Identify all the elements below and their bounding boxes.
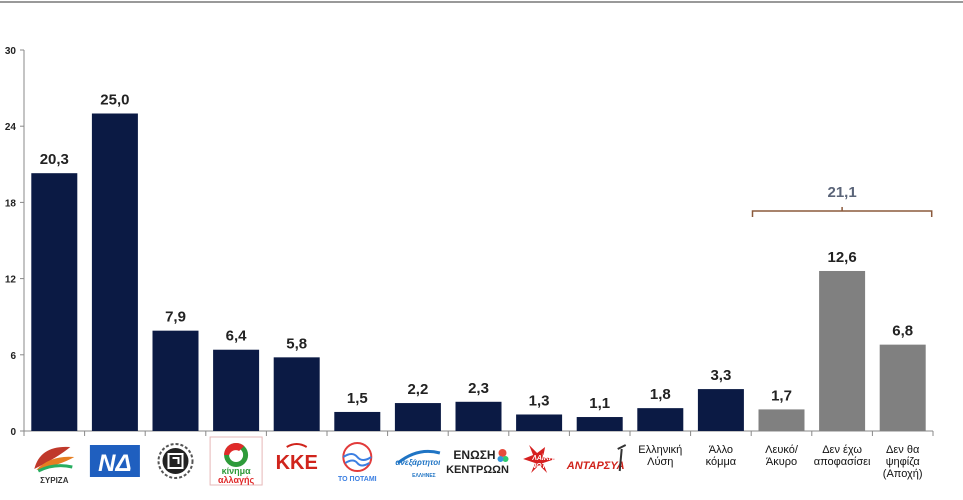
bar-den_exo: [819, 270, 866, 431]
y-tick-label: 18: [5, 198, 17, 209]
bar-allo: [697, 389, 744, 431]
value-label-nd: 25,0: [100, 92, 129, 109]
logo-nd-icon: ΝΔ: [89, 445, 140, 477]
bar-xa: [152, 330, 199, 431]
value-label-kinal: 6,4: [226, 328, 248, 345]
svg-text:ΚΚΕ: ΚΚΕ: [276, 452, 318, 474]
y-tick-label: 0: [10, 427, 16, 438]
bar-le: [516, 414, 563, 431]
category-label-el: Ελληνική Λύση: [638, 444, 682, 468]
value-label-kke: 5,8: [286, 335, 307, 352]
svg-text:ανεξάρτητοι: ανεξάρτητοι: [395, 458, 441, 467]
svg-text:ΕΝΟΤΗΤΑ: ΕΝΟΤΗΤΑ: [526, 463, 559, 470]
category-label-allo: Άλλο κόμμα: [706, 444, 737, 468]
category-label-den_exo: Δεν έχω αποφασίσει: [814, 444, 871, 468]
y-tick-label: 24: [5, 122, 17, 133]
bar-kke: [273, 357, 320, 431]
value-label-le: 1,3: [529, 392, 550, 409]
logo-xa-icon: [157, 443, 194, 479]
value-label-el: 1,8: [650, 386, 671, 403]
category-label-den_tha: Δεν θα ψηφίζα (Αποχή): [883, 444, 923, 480]
brace-line: [751, 210, 933, 217]
value-label-den_exo: 12,6: [827, 249, 856, 266]
svg-text:αλλαγής: αλλαγής: [218, 475, 254, 485]
logo-antarsya-icon: ΑΝΤΑΡΣΥΑ: [566, 444, 627, 472]
logo-anel-icon: ανεξάρτητοι ΕΛΛΗΝΕΣ: [395, 449, 441, 479]
bar-leuko: [758, 409, 805, 431]
svg-text:κίνημα: κίνημα: [222, 466, 252, 476]
bar-nd: [91, 113, 138, 431]
logo-enosi-icon: ΕΝΩΣΗ ΚΕΝΤΡΩΩΝ: [446, 448, 509, 476]
y-tick-label: 30: [5, 46, 17, 57]
y-tick-label: 6: [10, 351, 16, 362]
bar-antarsya: [576, 417, 623, 431]
value-label-xa: 7,9: [165, 309, 186, 326]
bar-potami: [334, 411, 381, 431]
value-label-allo: 3,3: [710, 367, 731, 384]
bar-anel: [394, 403, 441, 431]
annotations: 21,1: [751, 184, 933, 217]
value-label-anel: 2,2: [407, 381, 428, 398]
value-label-leuko: 1,7: [771, 387, 792, 404]
logo-syriza-icon: ΣΥΡΙΖΑ: [34, 446, 75, 485]
value-labels: 20,3 25,0 7,9 6,4 5,8 1,5 2,2 2,3 1,3 1,1 1,8 3,3 1,…: [40, 92, 913, 413]
value-label-enosi: 2,3: [468, 380, 489, 397]
bar-den_tha: [879, 344, 926, 431]
svg-text:ΑΝΤΑΡΣΥΑ: ΑΝΤΑΡΣΥΑ: [566, 460, 625, 472]
bar-syriza: [31, 173, 78, 431]
logo-kke-icon: ΚΚΕ: [276, 443, 318, 474]
svg-text:ΛΑΪΚΗ: ΛΑΪΚΗ: [531, 454, 555, 462]
logo-potami-icon: ΤΟ ΠΟΤΑΜΙ: [338, 442, 377, 483]
bars: [31, 113, 926, 431]
value-label-antarsya: 1,1: [589, 395, 610, 412]
svg-text:ΕΛΛΗΝΕΣ: ΕΛΛΗΝΕΣ: [412, 473, 436, 479]
svg-text:ΤΟ ΠΟΤΑΜΙ: ΤΟ ΠΟΤΑΜΙ: [338, 476, 377, 483]
bar-el: [637, 408, 684, 431]
bar-enosi: [455, 401, 502, 431]
bar-kinal: [213, 349, 260, 431]
value-label-potami: 1,5: [347, 390, 368, 407]
svg-text:ΝΔ: ΝΔ: [98, 450, 131, 477]
y-tick-label: 12: [5, 275, 17, 286]
svg-text:ΣΥΡΙΖΑ: ΣΥΡΙΖΑ: [40, 476, 69, 485]
svg-text:ΕΝΩΣΗ: ΕΝΩΣΗ: [453, 448, 495, 462]
category-label-leuko: Λευκό/Άκυρο: [765, 444, 799, 468]
brace-label: 21,1: [827, 184, 856, 201]
value-label-den_tha: 6,8: [892, 323, 913, 340]
svg-text:ΚΕΝΤΡΩΩΝ: ΚΕΝΤΡΩΩΝ: [446, 464, 509, 476]
value-label-syriza: 20,3: [40, 151, 69, 168]
